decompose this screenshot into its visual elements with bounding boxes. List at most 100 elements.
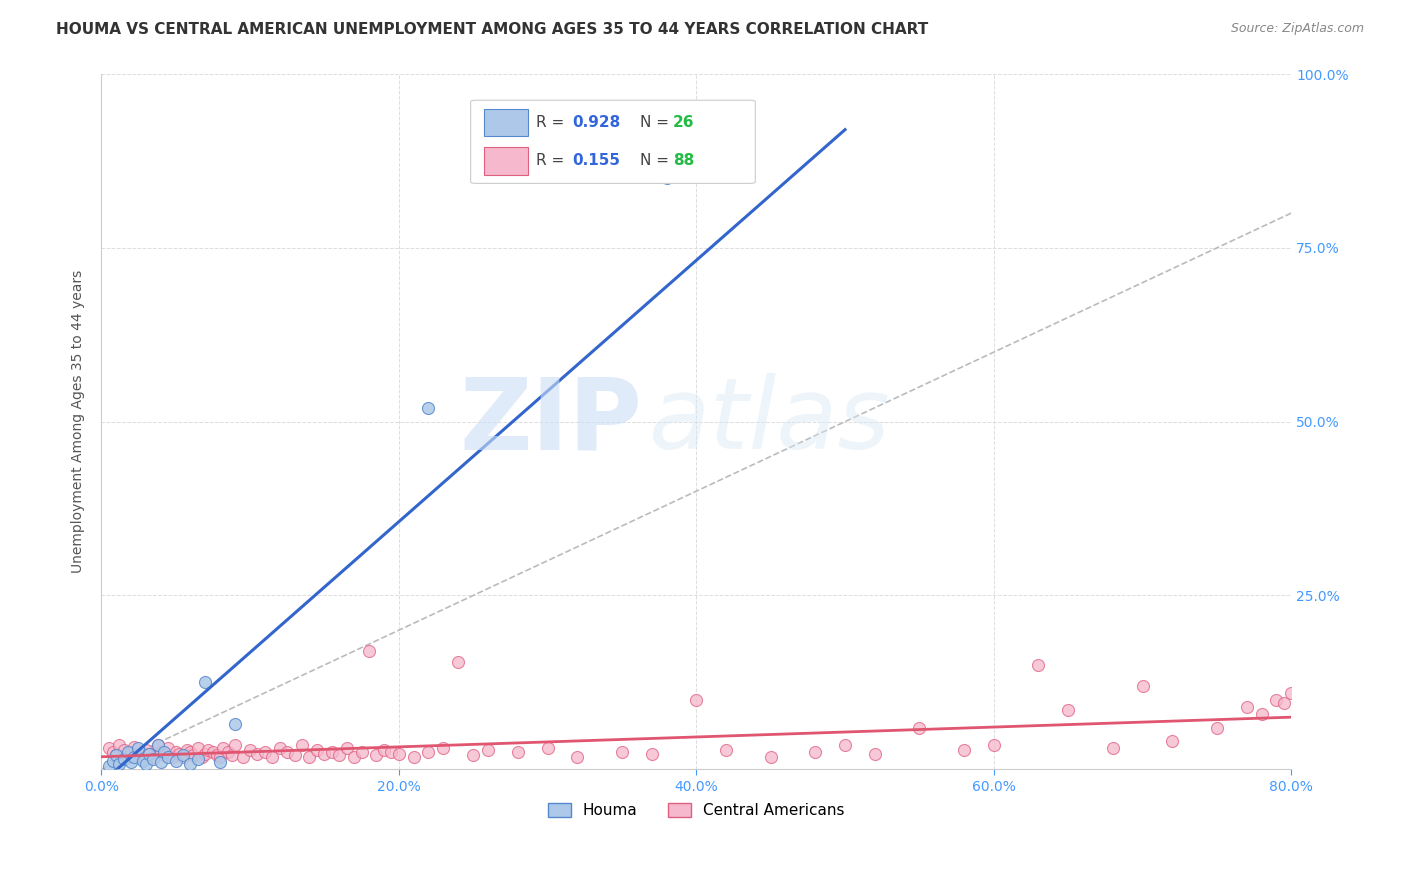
- Point: [834, 738, 856, 752]
- Point: [298, 749, 321, 764]
- Point: [97, 741, 120, 756]
- Point: [1236, 699, 1258, 714]
- Point: [1279, 686, 1302, 700]
- Point: [418, 745, 440, 759]
- Point: [146, 738, 169, 752]
- Point: [1132, 679, 1154, 693]
- Point: [536, 741, 558, 756]
- Point: [685, 693, 707, 707]
- Point: [172, 748, 194, 763]
- Point: [183, 748, 205, 763]
- Point: [253, 745, 276, 759]
- Point: [157, 749, 180, 764]
- Point: [314, 747, 336, 761]
- Point: [640, 747, 662, 761]
- Point: [122, 749, 145, 764]
- Point: [152, 748, 174, 763]
- Point: [366, 748, 388, 763]
- Point: [221, 748, 243, 763]
- Point: [357, 644, 380, 658]
- Point: [373, 743, 395, 757]
- Point: [224, 738, 246, 752]
- Point: [135, 743, 157, 757]
- Point: [167, 747, 190, 761]
- Point: [187, 752, 209, 766]
- Point: [224, 717, 246, 731]
- Point: [321, 745, 343, 759]
- Point: [108, 756, 131, 771]
- Point: [714, 743, 737, 757]
- Point: [477, 743, 499, 757]
- Point: [176, 743, 198, 757]
- Point: [343, 749, 366, 764]
- Point: [194, 675, 217, 690]
- Point: [1057, 703, 1080, 717]
- Point: [146, 738, 169, 752]
- Text: Source: ZipAtlas.com: Source: ZipAtlas.com: [1230, 22, 1364, 36]
- Point: [122, 740, 145, 755]
- Point: [1250, 706, 1272, 721]
- Point: [276, 745, 298, 759]
- Point: [239, 743, 262, 757]
- Point: [262, 749, 284, 764]
- Point: [105, 748, 128, 763]
- Point: [447, 655, 470, 669]
- Point: [112, 752, 135, 766]
- Point: [953, 743, 976, 757]
- Point: [305, 743, 328, 757]
- Point: [138, 747, 160, 761]
- Point: [983, 738, 1005, 752]
- Point: [1161, 734, 1184, 748]
- Point: [132, 754, 155, 768]
- Point: [655, 171, 678, 186]
- Point: [162, 749, 184, 764]
- Point: [197, 743, 219, 757]
- Legend: Houma, Central Americans: Houma, Central Americans: [541, 797, 851, 824]
- Point: [1272, 696, 1295, 710]
- Point: [336, 741, 359, 756]
- Point: [112, 743, 135, 757]
- Text: HOUMA VS CENTRAL AMERICAN UNEMPLOYMENT AMONG AGES 35 TO 44 YEARS CORRELATION CHA: HOUMA VS CENTRAL AMERICAN UNEMPLOYMENT A…: [56, 22, 928, 37]
- Point: [232, 749, 254, 764]
- Point: [463, 748, 485, 763]
- Point: [217, 745, 239, 759]
- Point: [380, 745, 402, 759]
- Point: [246, 747, 269, 761]
- Point: [1028, 658, 1050, 673]
- Point: [142, 749, 165, 764]
- Point: [1101, 741, 1123, 756]
- Y-axis label: Unemployment Among Ages 35 to 44 years: Unemployment Among Ages 35 to 44 years: [72, 270, 86, 574]
- Point: [165, 745, 187, 759]
- Point: [209, 756, 232, 770]
- Point: [120, 745, 142, 759]
- Point: [269, 741, 291, 756]
- Point: [350, 745, 373, 759]
- Point: [201, 745, 224, 759]
- Point: [212, 741, 235, 756]
- Point: [418, 401, 440, 415]
- Point: [191, 749, 214, 764]
- Point: [179, 756, 201, 771]
- Point: [172, 749, 194, 764]
- Point: [149, 745, 172, 759]
- Point: [101, 754, 124, 768]
- Point: [108, 738, 131, 752]
- Point: [610, 745, 633, 759]
- Point: [97, 759, 120, 773]
- Point: [187, 741, 209, 756]
- Point: [908, 721, 931, 735]
- Point: [328, 748, 350, 763]
- Point: [142, 752, 165, 766]
- Point: [149, 756, 172, 770]
- Point: [863, 747, 886, 761]
- Point: [152, 745, 174, 759]
- Point: [567, 749, 589, 764]
- Point: [132, 752, 155, 766]
- Text: atlas: atlas: [648, 373, 890, 470]
- Point: [117, 749, 139, 764]
- Point: [759, 749, 782, 764]
- Point: [1206, 721, 1229, 735]
- Point: [432, 741, 454, 756]
- Point: [105, 748, 128, 763]
- Point: [209, 749, 232, 764]
